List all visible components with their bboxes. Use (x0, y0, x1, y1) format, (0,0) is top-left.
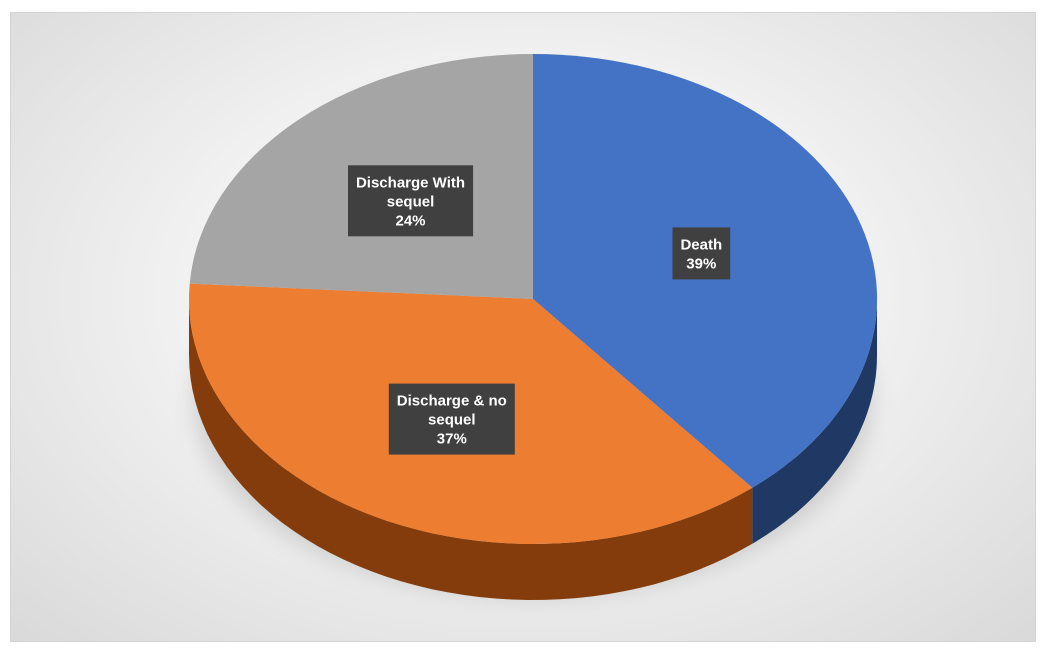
data-label-box (348, 165, 474, 237)
data-label-box (672, 227, 731, 280)
data-label-discharge-no-sequel: Discharge & no sequel 37% (388, 383, 515, 455)
pie-slices (189, 53, 878, 545)
pie-sides (189, 299, 877, 600)
chart-area: Death 39% Discharge & no sequel 37% Discharge… (10, 12, 1036, 642)
data-label-box (388, 383, 515, 455)
pie-side-discharge-no-sequel (189, 299, 753, 600)
data-label-line: Death (680, 236, 722, 253)
data-label-line: Discharge With (356, 174, 465, 191)
data-label-line: 37% (437, 431, 467, 448)
data-label-discharge-with-sequel: Discharge With sequel 24% (348, 165, 474, 237)
data-label-line: Discharge & no (397, 393, 507, 410)
data-label-line: sequel (428, 412, 476, 429)
pie-side-death (752, 299, 877, 544)
data-label-line: sequel (387, 193, 435, 210)
data-label-line: 39% (686, 255, 716, 272)
data-label-line: 24% (395, 212, 425, 229)
data-label-death: Death 39% (672, 227, 731, 280)
